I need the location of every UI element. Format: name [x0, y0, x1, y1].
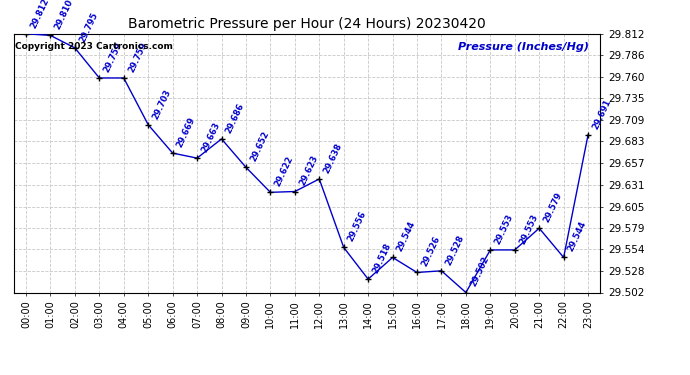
Text: 29.553: 29.553 — [493, 213, 515, 246]
Text: 29.553: 29.553 — [518, 213, 540, 246]
Text: 29.544: 29.544 — [395, 220, 417, 253]
Text: 29.759: 29.759 — [126, 41, 148, 74]
Text: 29.544: 29.544 — [566, 220, 589, 253]
Text: 29.518: 29.518 — [371, 242, 393, 275]
Text: 29.652: 29.652 — [248, 130, 270, 163]
Title: Barometric Pressure per Hour (24 Hours) 20230420: Barometric Pressure per Hour (24 Hours) … — [128, 17, 486, 31]
Text: 29.669: 29.669 — [175, 116, 197, 149]
Text: 29.686: 29.686 — [224, 102, 246, 135]
Text: 29.759: 29.759 — [102, 41, 124, 74]
Text: 29.502: 29.502 — [469, 255, 491, 288]
Text: 29.663: 29.663 — [200, 121, 221, 154]
Text: 29.528: 29.528 — [444, 234, 466, 267]
Text: 29.526: 29.526 — [420, 235, 442, 268]
Text: 29.703: 29.703 — [151, 88, 172, 121]
Text: 29.622: 29.622 — [273, 155, 295, 188]
Text: 29.638: 29.638 — [322, 142, 344, 175]
Text: 29.810: 29.810 — [53, 0, 75, 31]
Text: 29.812: 29.812 — [29, 0, 50, 30]
Text: 29.691: 29.691 — [591, 98, 613, 130]
Text: 29.795: 29.795 — [78, 11, 99, 44]
Text: Pressure (Inches/Hg): Pressure (Inches/Hg) — [457, 42, 589, 51]
Text: 29.556: 29.556 — [346, 210, 368, 243]
Text: 29.623: 29.623 — [297, 154, 319, 188]
Text: 29.579: 29.579 — [542, 191, 564, 224]
Text: Copyright 2023 Cartronics.com: Copyright 2023 Cartronics.com — [15, 42, 173, 51]
